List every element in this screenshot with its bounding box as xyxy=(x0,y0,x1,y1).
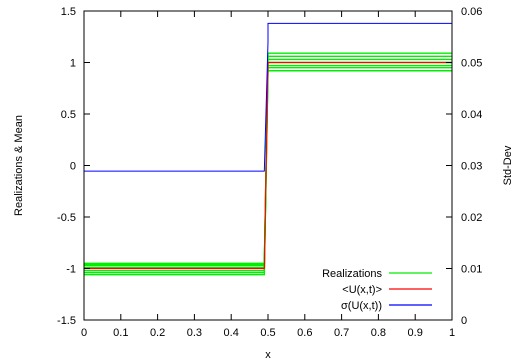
y2-tick-label: 0 xyxy=(461,315,467,327)
x-tick-label: 0.3 xyxy=(187,327,202,339)
y2-axis-label: Std-Dev xyxy=(502,145,514,185)
x-tick-label: 0.7 xyxy=(334,327,349,339)
y2-tick-label: 0.02 xyxy=(461,212,482,224)
y2-tick-label: 0.03 xyxy=(461,161,482,173)
x-tick-label: 0.4 xyxy=(224,327,239,339)
legend-label-stddev: σ(U(x,t)) xyxy=(341,300,382,312)
y-tick-label: -0.5 xyxy=(57,212,76,224)
legend: Realizations <U(x,t)> σ(U(x,t)) xyxy=(322,268,432,312)
legend-label-mean: <U(x,t)> xyxy=(342,284,382,296)
x-tick-label: 0.1 xyxy=(113,327,128,339)
x-tick-label: 0 xyxy=(81,327,87,339)
mean-line xyxy=(84,61,452,270)
x-tick-label: 0.6 xyxy=(297,327,312,339)
y2-tick-label: 0.06 xyxy=(461,6,482,18)
y-tick-label: 1 xyxy=(70,58,76,70)
x-tick-label: 0.2 xyxy=(150,327,165,339)
stddev-line xyxy=(84,22,452,172)
y2-tick-label: 0.04 xyxy=(461,109,482,121)
y-tick-label: -1 xyxy=(66,264,76,276)
x-tick-label: 0.5 xyxy=(260,327,275,339)
x-tick-label: 0.9 xyxy=(408,327,423,339)
y-tick-label: 0.5 xyxy=(61,109,76,121)
x-tick-label: 0.8 xyxy=(371,327,386,339)
y-tick-label: 1.5 xyxy=(61,6,76,18)
ticks-layer: 0 0.1 0.2 0.3 0.4 0.5 0.6 0.7 0.8 0.9 1 -1.5 -1 -0.5 0… xyxy=(57,6,482,339)
y-tick-label: 0 xyxy=(70,161,76,173)
x-axis-label: x xyxy=(265,349,271,361)
y2-tick-label: 0.05 xyxy=(461,58,482,70)
series-layer xyxy=(84,22,452,276)
legend-label-realizations: Realizations xyxy=(322,268,382,280)
x-tick-label: 1 xyxy=(449,327,455,339)
y-tick-label: -1.5 xyxy=(57,315,76,327)
y-axis-label: Realizations & Mean xyxy=(13,115,25,216)
y2-tick-label: 0.01 xyxy=(461,264,482,276)
